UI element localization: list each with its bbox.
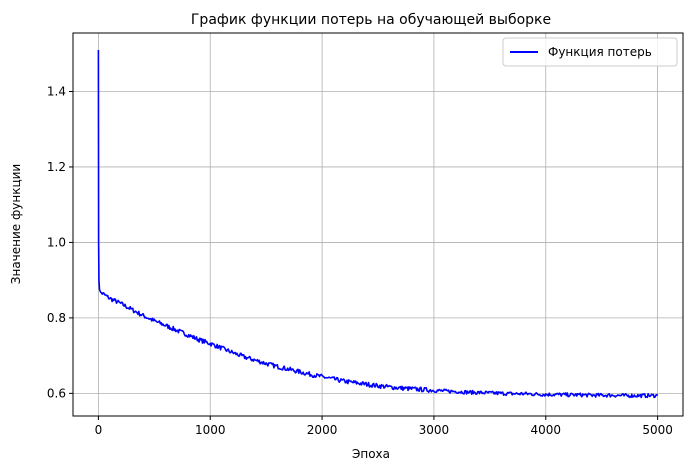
x-axis-ticks: 0 1000 2000 3000 4000 5000 — [95, 416, 673, 437]
legend: Функция потерь — [502, 37, 678, 67]
x-axis-label: Эпоха — [352, 447, 390, 461]
y-tick-label: 1.2 — [47, 160, 66, 174]
plot-frame — [72, 32, 684, 417]
x-tick-label: 4000 — [530, 423, 561, 437]
y-tick-label: 0.6 — [47, 386, 66, 400]
y-axis-label: Значение функции — [9, 164, 23, 284]
x-tick-label: 1000 — [195, 423, 226, 437]
x-tick-label: 3000 — [419, 423, 450, 437]
y-tick-label: 1.0 — [47, 235, 66, 249]
chart-title: График функции потерь на обучающей выбор… — [191, 12, 551, 28]
series-layer — [97, 49, 659, 399]
x-tick-label: 0 — [95, 423, 103, 437]
legend-label: Функция потерь — [548, 45, 652, 59]
y-tick-label: 1.4 — [47, 84, 66, 98]
legend-box — [502, 37, 678, 67]
series-line — [97, 49, 659, 399]
x-tick-label: 5000 — [642, 423, 673, 437]
grid — [73, 33, 683, 416]
x-tick-label: 2000 — [307, 423, 338, 437]
y-tick-label: 0.8 — [47, 311, 66, 325]
y-axis-ticks: 0.6 0.8 1.0 1.2 1.4 — [47, 84, 73, 400]
